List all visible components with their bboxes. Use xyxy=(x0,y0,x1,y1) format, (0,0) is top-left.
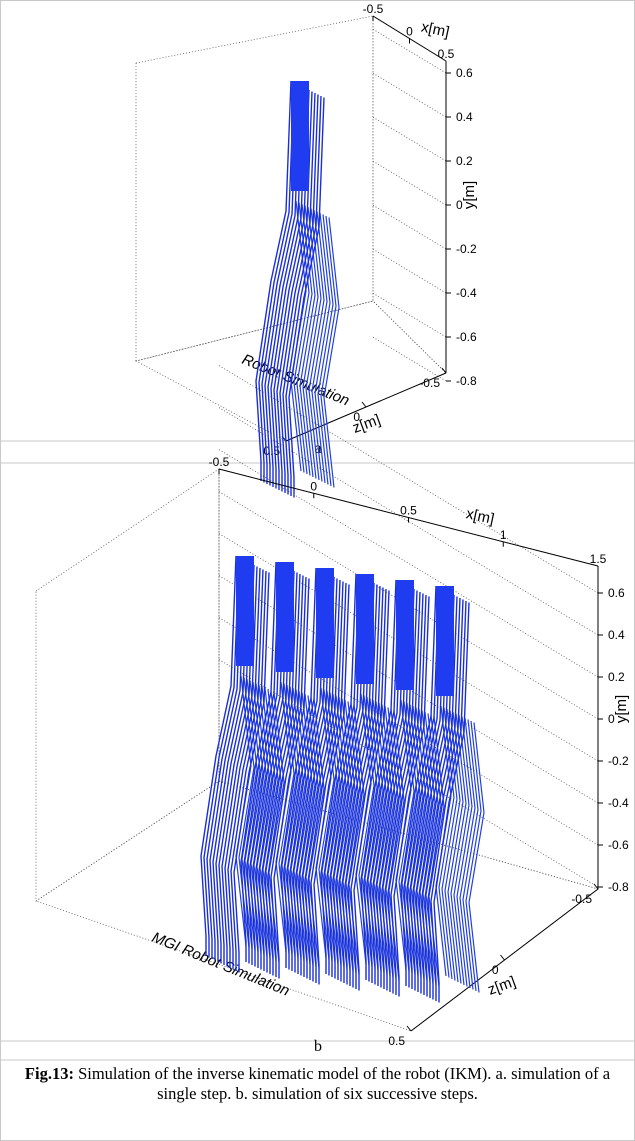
robot-torso xyxy=(291,81,309,191)
robot-torso xyxy=(236,556,254,666)
z-tick xyxy=(501,955,505,960)
z-tick xyxy=(442,368,446,373)
z-tick xyxy=(362,402,366,407)
y-tick-label: -0.6 xyxy=(608,838,629,852)
x-tick-label: 0 xyxy=(406,25,413,39)
grid-line xyxy=(373,117,446,161)
y-tick-label: 0.2 xyxy=(456,154,473,168)
y-tick-label: -0.6 xyxy=(456,330,477,344)
x-axis-label: x[m] xyxy=(420,19,451,42)
caption-text: Simulation of the inverse kinematic mode… xyxy=(78,1064,610,1103)
robot-torso xyxy=(396,580,414,690)
grid-line xyxy=(373,161,446,205)
robot-torso xyxy=(276,562,294,672)
figure: 0.6 0.4 0.2 0 -0.2 -0.4 -0.6 -0.8 y[m] -0.5 0 0.5 x[… xyxy=(0,0,635,1141)
panel-label: b xyxy=(314,1038,322,1055)
plots: 0.6 0.4 0.2 0 -0.2 -0.4 -0.6 -0.8 y[m] -0.5 0 0.5 x[… xyxy=(1,1,634,1061)
y-axis-label: y[m] xyxy=(613,695,630,723)
z-tick-label: -0.5 xyxy=(419,376,440,390)
z-axis-label: z[m] xyxy=(486,973,518,999)
grid-line xyxy=(373,73,446,117)
y-tick-label: -0.4 xyxy=(608,796,629,810)
x-tick-label: -0.5 xyxy=(363,2,384,16)
robot-torso xyxy=(316,568,334,678)
y-tick-label: -0.2 xyxy=(456,242,477,256)
robot-torso xyxy=(436,586,454,696)
grid-line xyxy=(373,205,446,249)
x-tick-label: 0.5 xyxy=(400,504,417,518)
robot-torso xyxy=(356,574,374,684)
grid-line xyxy=(373,249,446,293)
x-tick-label: 0 xyxy=(310,479,317,493)
z-tick-label: -0.5 xyxy=(571,892,592,906)
y-tick-label: -0.8 xyxy=(608,880,629,894)
x-tick-label: -0.5 xyxy=(209,455,230,469)
caption: Fig.13: Simulation of the inverse kinema… xyxy=(11,1064,624,1104)
y-tick-label: -0.2 xyxy=(608,754,629,768)
side-wall xyxy=(373,16,446,373)
y-tick-label: 0.2 xyxy=(608,670,625,684)
y-tick-label: 0.6 xyxy=(608,586,625,600)
grid-line xyxy=(373,337,446,381)
z-tick-label: 0 xyxy=(492,963,499,977)
x-axis-label: x[m] xyxy=(465,505,496,528)
y-tick-label: -0.4 xyxy=(456,286,477,300)
x-tick-label: 1 xyxy=(500,528,507,542)
y-tick-label: -0.8 xyxy=(456,374,477,388)
z-tick-label: 0.5 xyxy=(388,1034,405,1048)
back-wall xyxy=(36,469,219,901)
y-tick-label: 0.6 xyxy=(456,66,473,80)
grid-line xyxy=(373,293,446,337)
x-tick-label: 0.5 xyxy=(438,47,455,61)
y-tick-label: 0.4 xyxy=(608,628,625,642)
x-tick-label: 1.5 xyxy=(590,552,607,566)
y-axis-label: y[m] xyxy=(461,181,478,209)
y-tick-label: 0.4 xyxy=(456,110,473,124)
caption-label: Fig.13: xyxy=(25,1064,74,1083)
back-wall xyxy=(136,16,373,361)
